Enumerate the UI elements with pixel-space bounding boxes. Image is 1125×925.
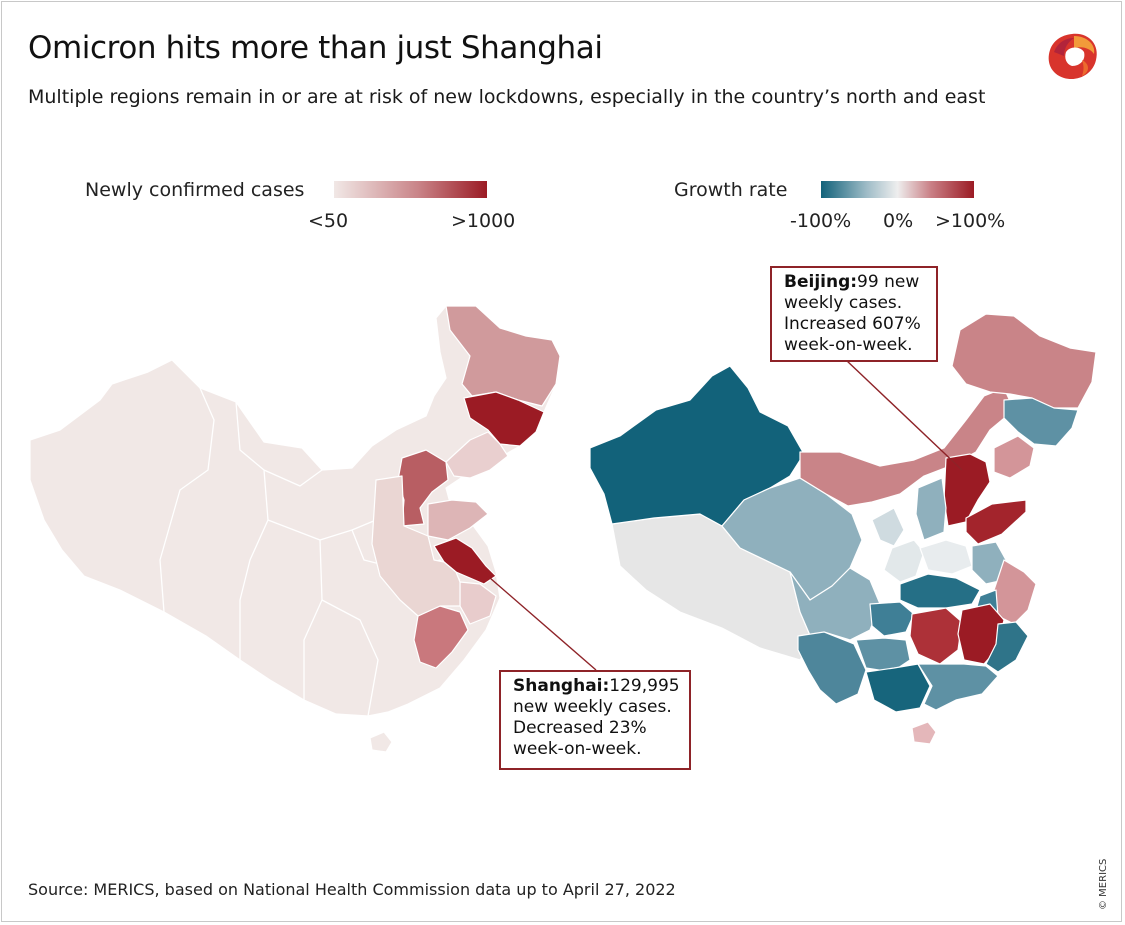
cases-shandong bbox=[427, 499, 489, 541]
growth-fujian bbox=[985, 621, 1029, 673]
cases-liaoning bbox=[445, 431, 509, 479]
growth-guangxi bbox=[865, 663, 931, 713]
beijing-callout: Beijing:99 new weekly cases. Increased 6… bbox=[770, 266, 938, 362]
growth-heilongjiang bbox=[951, 313, 1097, 409]
growth-shandong bbox=[965, 499, 1027, 545]
growth-zhejiang bbox=[993, 559, 1037, 625]
growth-xinjiang bbox=[589, 365, 805, 527]
growth-henan bbox=[919, 539, 973, 575]
page-title: Omicron hits more than just Shanghai bbox=[28, 30, 603, 66]
growth-legend-title: Growth rate bbox=[674, 179, 788, 201]
growth-yunnan bbox=[797, 631, 867, 705]
growth-hubei bbox=[899, 573, 981, 609]
merics-logo-icon bbox=[1048, 33, 1097, 80]
growth-jilin bbox=[1003, 397, 1079, 447]
shanghai-callout-name: Shanghai: bbox=[513, 676, 610, 696]
growth-hunan bbox=[909, 607, 963, 665]
beijing-callout-name: Beijing: bbox=[784, 272, 858, 292]
growth-liaoning bbox=[993, 435, 1035, 479]
growth-ningxia bbox=[871, 507, 905, 547]
page-subtitle: Multiple regions remain in or are at ris… bbox=[28, 86, 986, 108]
cases-jilin bbox=[463, 391, 545, 447]
beijing-leader-line bbox=[845, 359, 963, 471]
growth-hainan bbox=[911, 721, 937, 745]
shanghai-callout-text: 129,995 new weekly cases. Decreased 23% … bbox=[513, 676, 680, 759]
cases-fujian bbox=[413, 605, 469, 669]
growth-chongqing bbox=[869, 601, 915, 637]
beijing-callout-text: 99 new weekly cases. Increased 607% week… bbox=[784, 272, 921, 355]
growth-map bbox=[589, 313, 1097, 745]
growth-guizhou bbox=[855, 637, 911, 673]
cases-map bbox=[29, 305, 561, 753]
growth-legend-min: -100% bbox=[790, 210, 852, 232]
shanghai-callout: Shanghai:129,995 new weekly cases. Decre… bbox=[499, 670, 691, 770]
cases-map-hainan bbox=[369, 731, 393, 753]
cases-eastern-light bbox=[371, 475, 461, 617]
source-note: Source: MERICS, based on National Health… bbox=[28, 880, 676, 899]
cases-legend-max: >1000 bbox=[451, 210, 516, 232]
cases-legend-title: Newly confirmed cases bbox=[85, 179, 305, 201]
shanghai-leader-line bbox=[489, 577, 597, 671]
growth-inner-mongolia bbox=[799, 387, 1015, 507]
copyright-note: © MERICS bbox=[1098, 858, 1109, 910]
cases-legend-min: <50 bbox=[308, 210, 349, 232]
growth-legend-bar bbox=[821, 181, 974, 198]
growth-legend-mid: 0% bbox=[883, 210, 914, 232]
growth-shanxi bbox=[915, 477, 947, 541]
cases-heilongjiang bbox=[445, 305, 561, 407]
cases-legend-bar bbox=[334, 181, 487, 198]
growth-shaanxi bbox=[883, 539, 925, 583]
growth-legend-max: >100% bbox=[935, 210, 1006, 232]
growth-guangdong bbox=[917, 663, 999, 711]
